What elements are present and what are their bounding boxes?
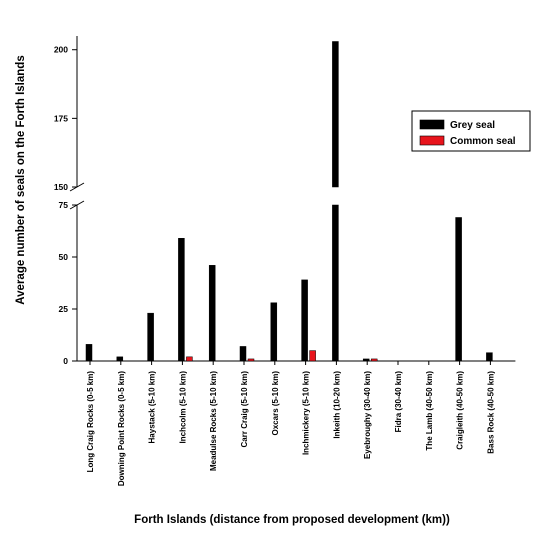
bar-common-seal [247,358,255,362]
bar-grey-seal [208,265,216,362]
y-tick-label: 150 [54,182,68,192]
bar-grey-seal-lower [332,204,339,362]
bar-grey-seal [178,238,185,362]
bar-grey-seal [147,312,154,362]
x-category-label: Fidra (30-40 km) [394,371,403,433]
x-category-label: Meadulse Rocks (5-10 km) [209,371,218,471]
x-category-label: The Lamb (40-50 km) [425,371,434,451]
x-axis-title: Forth Islands (distance from proposed de… [134,514,450,526]
y-tick-label: 200 [54,45,68,55]
legend-swatch-grey-seal [419,119,445,130]
y-tick-label: 175 [54,113,68,123]
x-category-label: Craigleith (40-50 km) [456,371,465,450]
bar-grey-seal [85,344,93,362]
bar-common-seal [309,350,316,362]
bars [85,41,493,362]
y-tick-label: 25 [59,304,69,314]
x-category-label: Inkeith (10-20 km) [332,371,341,439]
y-tick-label: 75 [59,200,69,210]
bar-grey-seal [362,358,370,362]
bar-common-seal [186,356,193,362]
bar-grey-seal [301,279,308,362]
x-category-label: Downing Point Rocks (0-5 km) [117,371,126,486]
bar-grey-seal [116,356,124,362]
legend-label-common-seal: Common seal [450,136,516,147]
y-tick-label: 0 [63,356,68,366]
x-category-label: Inchcolm (5-10 km) [178,371,187,444]
x-category-label: Inchmickery (5-10 km) [302,371,311,455]
bar-grey-seal [239,346,247,362]
bar-grey-seal [455,217,462,362]
x-category-label: Haystack (5-10 km) [148,371,157,444]
legend: Grey seal Common seal [411,110,531,152]
bar-grey-seal [486,352,493,362]
legend-swatch-common-seal [419,135,445,146]
y-ticks: 0 25 50 75 150 175 200 [54,45,77,366]
x-categories: Long Craig Rocks (0-5 km) Downing Point R… [86,361,495,486]
bar-common-seal [370,358,378,362]
x-category-label: Oxcars (5-10 km) [271,371,280,436]
x-category-label: Eyebroughy (30-40 km) [363,371,372,459]
y-axis-title: Average number of seals on the Forth Isl… [15,55,27,304]
bar-grey-seal [270,302,278,362]
y-tick-label: 50 [59,252,69,262]
legend-label-grey-seal: Grey seal [450,120,495,131]
x-category-label: Bass Rock (40-50 km) [486,371,495,454]
x-category-label: Long Craig Rocks (0-5 km) [86,371,95,473]
bar-grey-seal-upper [332,41,339,188]
axes [69,36,516,362]
x-category-label: Carr Craig (5-10 km) [240,371,249,448]
